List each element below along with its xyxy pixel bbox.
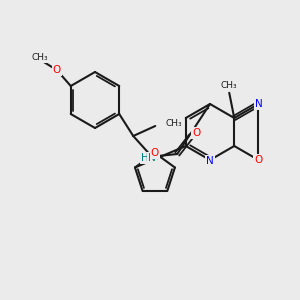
Text: CH₃: CH₃	[32, 53, 48, 62]
Text: O: O	[254, 155, 262, 165]
Text: H: H	[141, 153, 149, 163]
Text: O: O	[192, 128, 200, 138]
Text: O: O	[151, 148, 159, 158]
Text: N: N	[148, 153, 156, 163]
Text: O: O	[52, 65, 61, 75]
Text: CH₃: CH₃	[165, 119, 182, 128]
Text: N: N	[206, 156, 214, 166]
Text: N: N	[255, 99, 262, 109]
Text: CH₃: CH₃	[221, 81, 238, 90]
